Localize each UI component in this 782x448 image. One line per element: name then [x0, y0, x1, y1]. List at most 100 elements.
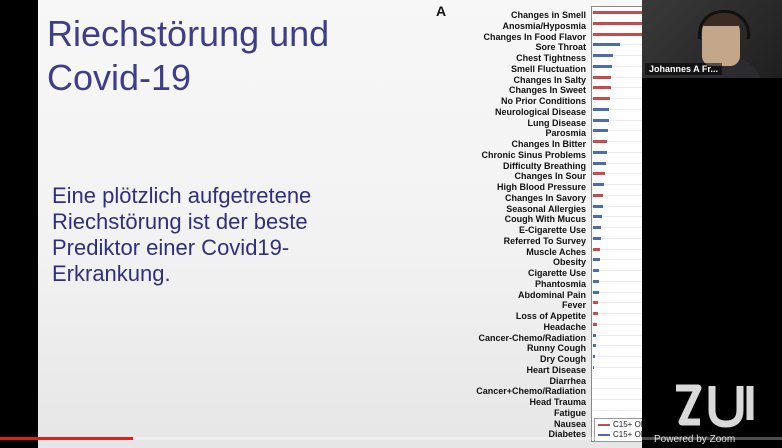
- chart-gridline: [592, 87, 642, 89]
- chart-gridline: [592, 216, 642, 218]
- chart-category-label: Changes In Salty: [513, 74, 586, 85]
- chart-category-label: E-Cigarette Use: [518, 225, 586, 235]
- video-progress-bar[interactable]: [0, 437, 782, 440]
- chart-category-label: Changes In Sour: [514, 171, 586, 182]
- chart-category-label: Muscle Aches: [526, 246, 586, 257]
- chart-category-label: Difficulty Breathing: [502, 160, 586, 171]
- chart-category-label: Changes In Food Flavor: [483, 31, 586, 42]
- chart-category-label: No Prior Conditions: [501, 96, 586, 106]
- chart-category-label: Diabetes: [548, 429, 586, 440]
- chart-category-label: Changes In Sweet: [508, 85, 586, 96]
- chart-category-label: Obesity: [552, 257, 586, 268]
- chart-gridline: [592, 151, 642, 153]
- chart-category-label: Heart Disease: [526, 364, 586, 375]
- video-progress-fill: [0, 437, 133, 440]
- chart-bar: [593, 226, 602, 229]
- chart-legend: C15+ OR>1 C15+ OR<1: [594, 418, 642, 442]
- legend-swatch-blue: [598, 433, 610, 436]
- chart-bar: [593, 150, 607, 154]
- chart-bar: [593, 140, 608, 143]
- logo-letter-z: [676, 384, 702, 426]
- chart-bar: [593, 11, 642, 14]
- chart-bar: [593, 312, 598, 315]
- chart-gridline: [592, 194, 642, 196]
- slide-body-text: Eine plötzlich aufgetretene Riechstörung…: [52, 183, 312, 286]
- chart-bar: [593, 279, 600, 283]
- chart-bar: [593, 236, 601, 240]
- chart-gridline: [592, 345, 642, 347]
- chart-category-label: Cough With Mucus: [504, 214, 586, 225]
- chart-gridline: [592, 409, 642, 411]
- chart-bar: [593, 301, 599, 305]
- chart-gridline: [592, 184, 642, 185]
- institution-logo-icon: [676, 384, 754, 428]
- chart-gridline: [592, 270, 642, 271]
- legend-label-red: C15+ OR>1: [613, 420, 642, 429]
- slide-title: Riechstörung und Covid-19: [47, 12, 427, 100]
- chart-gridline: [592, 313, 642, 314]
- chart-category-label: Dry Cough: [540, 354, 586, 364]
- chart-gridline: [592, 248, 642, 250]
- chart-category-label: Cancer-Chemo/Radiation: [478, 332, 586, 343]
- chart-gridline: [592, 356, 642, 357]
- chart-bar: [593, 161, 606, 165]
- chart-gridline: [592, 334, 642, 336]
- slide-title-line-1: Riechstörung und: [47, 13, 330, 54]
- chart-bar: [593, 183, 604, 186]
- legend-item-red: C15+ OR>1: [598, 420, 642, 430]
- chart-gridline: [592, 55, 642, 56]
- chart-gridline: [592, 388, 642, 390]
- chart-category-label: Neurological Disease: [494, 106, 586, 117]
- chart-category-label: Runny Cough: [527, 343, 586, 354]
- chart-gridline: [592, 119, 642, 121]
- chart-plot-area: [591, 6, 642, 442]
- chart-gridline: [592, 76, 642, 78]
- chart-bar: [593, 344, 596, 348]
- participant-name-label: Johannes A Fr...: [645, 63, 722, 75]
- chart-bar: [593, 172, 605, 176]
- chart-bar: [593, 129, 608, 133]
- chart-bar: [593, 365, 595, 369]
- chart-category-label: Diarrhea: [549, 375, 586, 386]
- legend-item-blue: C15+ OR<1: [598, 430, 642, 440]
- chart-category-label: Head Trauma: [529, 397, 586, 407]
- chart-gridline: [592, 291, 642, 293]
- chart-gridline: [592, 162, 642, 164]
- chart-bar: [593, 215, 602, 219]
- chart-category-label: Phantosmia: [534, 278, 586, 289]
- chart-bar: [593, 290, 599, 294]
- chart-category-label: Loss of Appetite: [515, 311, 586, 321]
- chart-category-label: High Blood Pressure: [496, 182, 586, 192]
- chart-gridline: [592, 366, 642, 368]
- chart-gridline: [592, 259, 642, 261]
- chart-category-label: Chronic Sinus Problems: [481, 149, 586, 160]
- chart-category-label: Sore Throat: [535, 42, 586, 53]
- chart-category-label: Anosmia/Hyposmia: [502, 20, 586, 31]
- chart-bar: [593, 269, 600, 272]
- chart-gridline: [592, 377, 642, 379]
- chart-bar: [593, 86, 611, 90]
- chart-gridline: [592, 173, 642, 175]
- chart-bar: [593, 64, 613, 68]
- chart-category-label: Referred To Survey: [503, 235, 586, 246]
- chart-bar: [593, 204, 603, 208]
- legend-swatch-red: [598, 423, 610, 426]
- chart-category-label: Changes In Bitter: [511, 139, 586, 149]
- chart-category-label: Fever: [561, 300, 586, 311]
- chart-bar: [593, 75, 612, 79]
- chart-category-label: Parosmia: [545, 128, 586, 139]
- chart-gridline: [592, 302, 642, 304]
- participant-video-tile[interactable]: Johannes A Fr...: [642, 0, 782, 78]
- chart-gridline: [592, 205, 642, 207]
- chart-gridline: [592, 399, 642, 400]
- chart-bar: [593, 322, 598, 326]
- chart-category-label: Changes In Savory: [504, 192, 586, 203]
- chart-category-label: Fatigue: [553, 407, 586, 418]
- chart-gridline: [592, 98, 642, 99]
- chart-category-label: Seasonal Allergies: [506, 203, 586, 214]
- legend-label-blue: C15+ OR<1: [613, 430, 642, 439]
- chart-category-label: Nausea: [553, 418, 586, 429]
- zoom-watermark: Powered by Zoom: [654, 434, 736, 445]
- chart-bar: [593, 54, 614, 57]
